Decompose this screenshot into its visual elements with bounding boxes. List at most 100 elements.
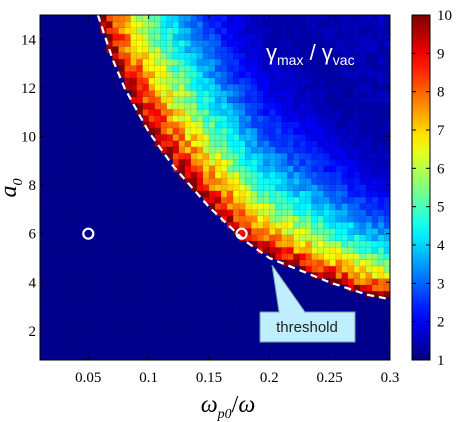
heatmap-cell [184, 84, 192, 91]
heatmap-cell [227, 196, 234, 204]
heatmap-cell [245, 171, 252, 179]
heatmap-cell [365, 102, 373, 110]
heatmap-cell [154, 33, 161, 41]
heatmap-cell [215, 146, 222, 154]
heatmap-cell [323, 65, 330, 72]
heatmap-cell [257, 222, 264, 229]
heatmap-cell [311, 165, 318, 173]
heatmap-cell [359, 65, 367, 72]
heatmap-cell [311, 203, 318, 210]
heatmap-cell [142, 33, 149, 41]
heatmap-cell [148, 102, 155, 110]
heatmap-cell [281, 153, 288, 160]
heatmap-cell [383, 228, 390, 235]
heatmap-cell [341, 272, 349, 279]
heatmap-cell [215, 178, 222, 185]
heatmap-cell [208, 65, 216, 72]
heatmap-cell [383, 140, 390, 148]
heatmap-cell [196, 102, 204, 110]
heatmap-cell [353, 58, 361, 66]
heatmap-cell [371, 196, 379, 204]
heatmap-cell [269, 228, 276, 235]
heatmap-cell [269, 134, 276, 141]
heatmap-cell [275, 134, 282, 141]
heatmap-cell [293, 165, 300, 173]
heatmap-cell [341, 121, 349, 129]
heatmap-cell [221, 171, 228, 179]
heatmap-cell [160, 58, 168, 66]
heatmap-cell [257, 109, 264, 116]
heatmap-cell [227, 178, 234, 185]
heatmap-cell [184, 109, 192, 116]
heatmap-cell [221, 90, 228, 97]
heatmap-cell [263, 15, 270, 22]
heatmap-cell [166, 140, 174, 148]
heatmap-cell [184, 96, 192, 104]
heatmap-cell [221, 52, 228, 60]
heatmap-cell [275, 46, 282, 53]
heatmap-cell [154, 102, 161, 110]
heatmap-cell [353, 209, 361, 217]
heatmap-cell [202, 90, 210, 97]
heatmap-cell [377, 121, 385, 129]
heatmap-cell [347, 209, 355, 217]
heatmap-cell [221, 184, 228, 191]
heatmap-cell [353, 27, 361, 35]
heatmap-cell [251, 190, 258, 198]
heatmap-cell [347, 184, 355, 191]
heatmap-cell [341, 146, 349, 154]
heatmap-cell [383, 77, 390, 85]
heatmap-cell [215, 46, 222, 53]
heatmap-cell [239, 159, 246, 166]
heatmap-cell [227, 102, 234, 110]
heatmap-cell [359, 58, 367, 66]
heatmap-cell [160, 71, 168, 79]
heatmap-cell [317, 33, 324, 41]
heatmap-cell [377, 247, 385, 254]
heatmap-cell [136, 77, 143, 85]
heatmap-cell [178, 21, 186, 28]
heatmap-cell [317, 253, 324, 260]
heatmap-cell [293, 203, 300, 210]
heatmap-cell [347, 284, 355, 292]
heatmap-cell [287, 21, 294, 28]
heatmap-cell [136, 46, 143, 53]
heatmap-cell [353, 77, 361, 85]
heatmap-cell [305, 109, 312, 116]
heatmap-cell [359, 265, 367, 273]
heatmap-cell [172, 146, 180, 154]
heatmap-cell [323, 222, 330, 229]
heatmap-cell [196, 115, 204, 122]
heatmap-cell [299, 58, 306, 66]
heatmap-cell [251, 27, 258, 35]
heatmap-cell [154, 134, 161, 141]
heatmap-cell [245, 153, 252, 160]
heatmap-cell [269, 27, 276, 35]
heatmap-cell [365, 71, 373, 79]
heatmap-cell [239, 77, 246, 85]
heatmap-cell [239, 46, 246, 53]
heatmap-cell [239, 84, 246, 91]
heatmap-cell [269, 190, 276, 198]
heatmap-cell [215, 171, 222, 179]
heatmap-cell [148, 115, 155, 122]
heatmap-cell [353, 159, 361, 166]
heatmap-cell [377, 240, 385, 248]
heatmap-cell [172, 21, 180, 28]
heatmap-cell [359, 196, 367, 204]
heatmap-cell [311, 196, 318, 204]
heatmap-cell [281, 46, 288, 53]
heatmap-cell [227, 71, 234, 79]
heatmap-cell [263, 203, 270, 210]
heatmap-cell [233, 178, 240, 185]
heatmap-cell [287, 196, 294, 204]
heatmap-cell [371, 21, 379, 28]
y-tick-label: 4 [29, 275, 37, 291]
heatmap-cell [269, 90, 276, 97]
heatmap-cell [202, 15, 210, 22]
colorbar-tick-label: 10 [437, 8, 452, 24]
heatmap-cell [160, 90, 168, 97]
heatmap-cell [311, 46, 318, 53]
heatmap-cell [184, 115, 192, 122]
